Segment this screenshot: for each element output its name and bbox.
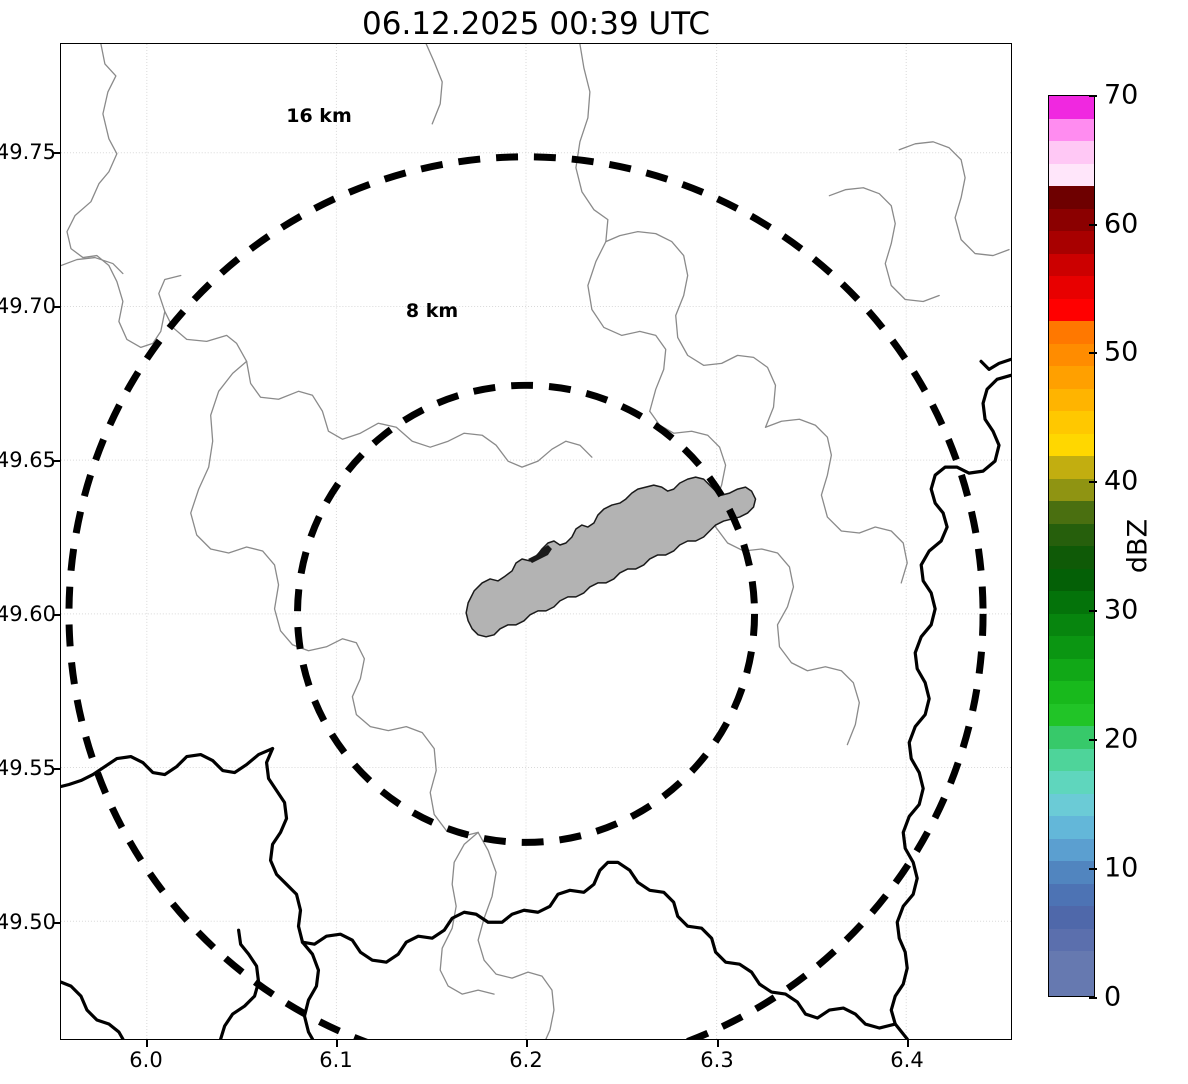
colorbar-segment bbox=[1049, 343, 1094, 366]
colorbar-segment bbox=[1049, 501, 1094, 524]
colorbar-segment bbox=[1049, 883, 1094, 906]
colorbar-tick-mark-20 bbox=[1089, 739, 1097, 741]
colorbar-segment bbox=[1049, 163, 1094, 186]
colorbar-segment bbox=[1049, 208, 1094, 231]
colorbar-tick-label-10: 10 bbox=[1104, 852, 1139, 884]
colorbar-segment bbox=[1049, 658, 1094, 681]
colorbar-segment bbox=[1049, 613, 1094, 636]
colorbar-segment bbox=[1049, 366, 1094, 389]
xtick-label-6.4: 6.4 bbox=[890, 1048, 924, 1072]
ytick-mark-49.60 bbox=[53, 614, 60, 616]
colorbar-segment bbox=[1049, 568, 1094, 591]
range-ring-label-8km: 8 km bbox=[405, 300, 459, 322]
colorbar-segment bbox=[1049, 276, 1094, 299]
colorbar-segment bbox=[1049, 906, 1094, 929]
xtick-label-6.0: 6.0 bbox=[129, 1048, 163, 1072]
ytick-label-49.60: 49.60 bbox=[0, 602, 56, 626]
colorbar-segment bbox=[1049, 411, 1094, 434]
colorbar-segment bbox=[1049, 118, 1094, 141]
xtick-mark-6.3 bbox=[717, 1040, 719, 1047]
colorbar-tick-mark-70 bbox=[1089, 95, 1097, 97]
colorbar-tick-label-20: 20 bbox=[1104, 723, 1139, 755]
colorbar-segment bbox=[1049, 703, 1094, 726]
colorbar-segment bbox=[1049, 141, 1094, 164]
colorbar-segment bbox=[1049, 96, 1094, 119]
colorbar-segment bbox=[1049, 388, 1094, 411]
colorbar-segment bbox=[1049, 546, 1094, 569]
colorbar-segment bbox=[1049, 973, 1094, 996]
colorbar-segment bbox=[1049, 928, 1094, 951]
colorbar bbox=[1048, 95, 1095, 997]
ytick-mark-49.50 bbox=[53, 922, 60, 924]
admin-boundaries bbox=[61, 44, 1010, 1039]
xtick-mark-6.2 bbox=[526, 1040, 528, 1047]
range-ring-16km bbox=[65, 153, 987, 1039]
xtick-mark-6.1 bbox=[336, 1040, 338, 1047]
ytick-mark-49.55 bbox=[53, 768, 60, 770]
ytick-label-49.75: 49.75 bbox=[0, 140, 56, 164]
colorbar-segment bbox=[1049, 861, 1094, 884]
colorbar-tick-mark-0 bbox=[1089, 997, 1097, 999]
colorbar-segment bbox=[1049, 748, 1094, 771]
colorbar-axis-label: dBZ bbox=[1122, 518, 1154, 574]
colorbar-segment bbox=[1049, 298, 1094, 321]
ytick-label-49.70: 49.70 bbox=[0, 294, 56, 318]
map-canvas bbox=[61, 44, 1011, 1039]
colorbar-segment bbox=[1049, 591, 1094, 614]
xtick-mark-6.0 bbox=[146, 1040, 148, 1047]
ytick-label-49.65: 49.65 bbox=[0, 448, 56, 472]
range-ring-8km bbox=[294, 381, 759, 846]
colorbar-segment bbox=[1049, 771, 1094, 794]
ytick-mark-49.70 bbox=[53, 306, 60, 308]
colorbar-segment bbox=[1049, 816, 1094, 839]
grid-lines bbox=[61, 44, 1011, 1039]
colorbar-tick-label-0: 0 bbox=[1104, 981, 1122, 1013]
colorbar-segment bbox=[1049, 231, 1094, 254]
ytick-label-49.55: 49.55 bbox=[0, 756, 56, 780]
xtick-label-6.1: 6.1 bbox=[319, 1048, 353, 1072]
colorbar-segment bbox=[1049, 838, 1094, 861]
colorbar-tick-mark-10 bbox=[1089, 868, 1097, 870]
colorbar-segment bbox=[1049, 523, 1094, 546]
xtick-label-6.2: 6.2 bbox=[509, 1048, 543, 1072]
colorbar-tick-label-60: 60 bbox=[1104, 208, 1139, 240]
colorbar-tick-mark-30 bbox=[1089, 610, 1097, 612]
ytick-label-49.50: 49.50 bbox=[0, 910, 56, 934]
colorbar-segment bbox=[1049, 253, 1094, 276]
colorbar-tick-mark-40 bbox=[1089, 481, 1097, 483]
ytick-mark-49.75 bbox=[53, 152, 60, 154]
colorbar-tick-label-70: 70 bbox=[1104, 79, 1139, 111]
range-ring-label-16km: 16 km bbox=[286, 105, 352, 127]
colorbar-segment bbox=[1049, 951, 1094, 974]
city-polygon bbox=[465, 476, 757, 638]
ytick-mark-49.65 bbox=[53, 460, 60, 462]
colorbar-segment bbox=[1049, 681, 1094, 704]
colorbar-tick-mark-60 bbox=[1089, 224, 1097, 226]
colorbar-segment bbox=[1049, 636, 1094, 659]
colorbar-segment bbox=[1049, 433, 1094, 456]
colorbar-segment bbox=[1049, 186, 1094, 209]
colorbar-segment bbox=[1049, 478, 1094, 501]
colorbar-tick-label-30: 30 bbox=[1104, 594, 1139, 626]
colorbar-tick-label-40: 40 bbox=[1104, 465, 1139, 497]
national-border bbox=[61, 357, 1011, 1039]
colorbar-segment bbox=[1049, 456, 1094, 479]
colorbar-segment bbox=[1049, 726, 1094, 749]
colorbar-tick-label-50: 50 bbox=[1104, 336, 1139, 368]
xtick-mark-6.4 bbox=[907, 1040, 909, 1047]
map-plot-area bbox=[60, 43, 1012, 1040]
xtick-label-6.3: 6.3 bbox=[700, 1048, 734, 1072]
page-title: 06.12.2025 00:39 UTC bbox=[362, 6, 710, 42]
colorbar-segment bbox=[1049, 793, 1094, 816]
colorbar-segment bbox=[1049, 321, 1094, 344]
colorbar-tick-mark-50 bbox=[1089, 352, 1097, 354]
range-rings bbox=[65, 153, 987, 1039]
